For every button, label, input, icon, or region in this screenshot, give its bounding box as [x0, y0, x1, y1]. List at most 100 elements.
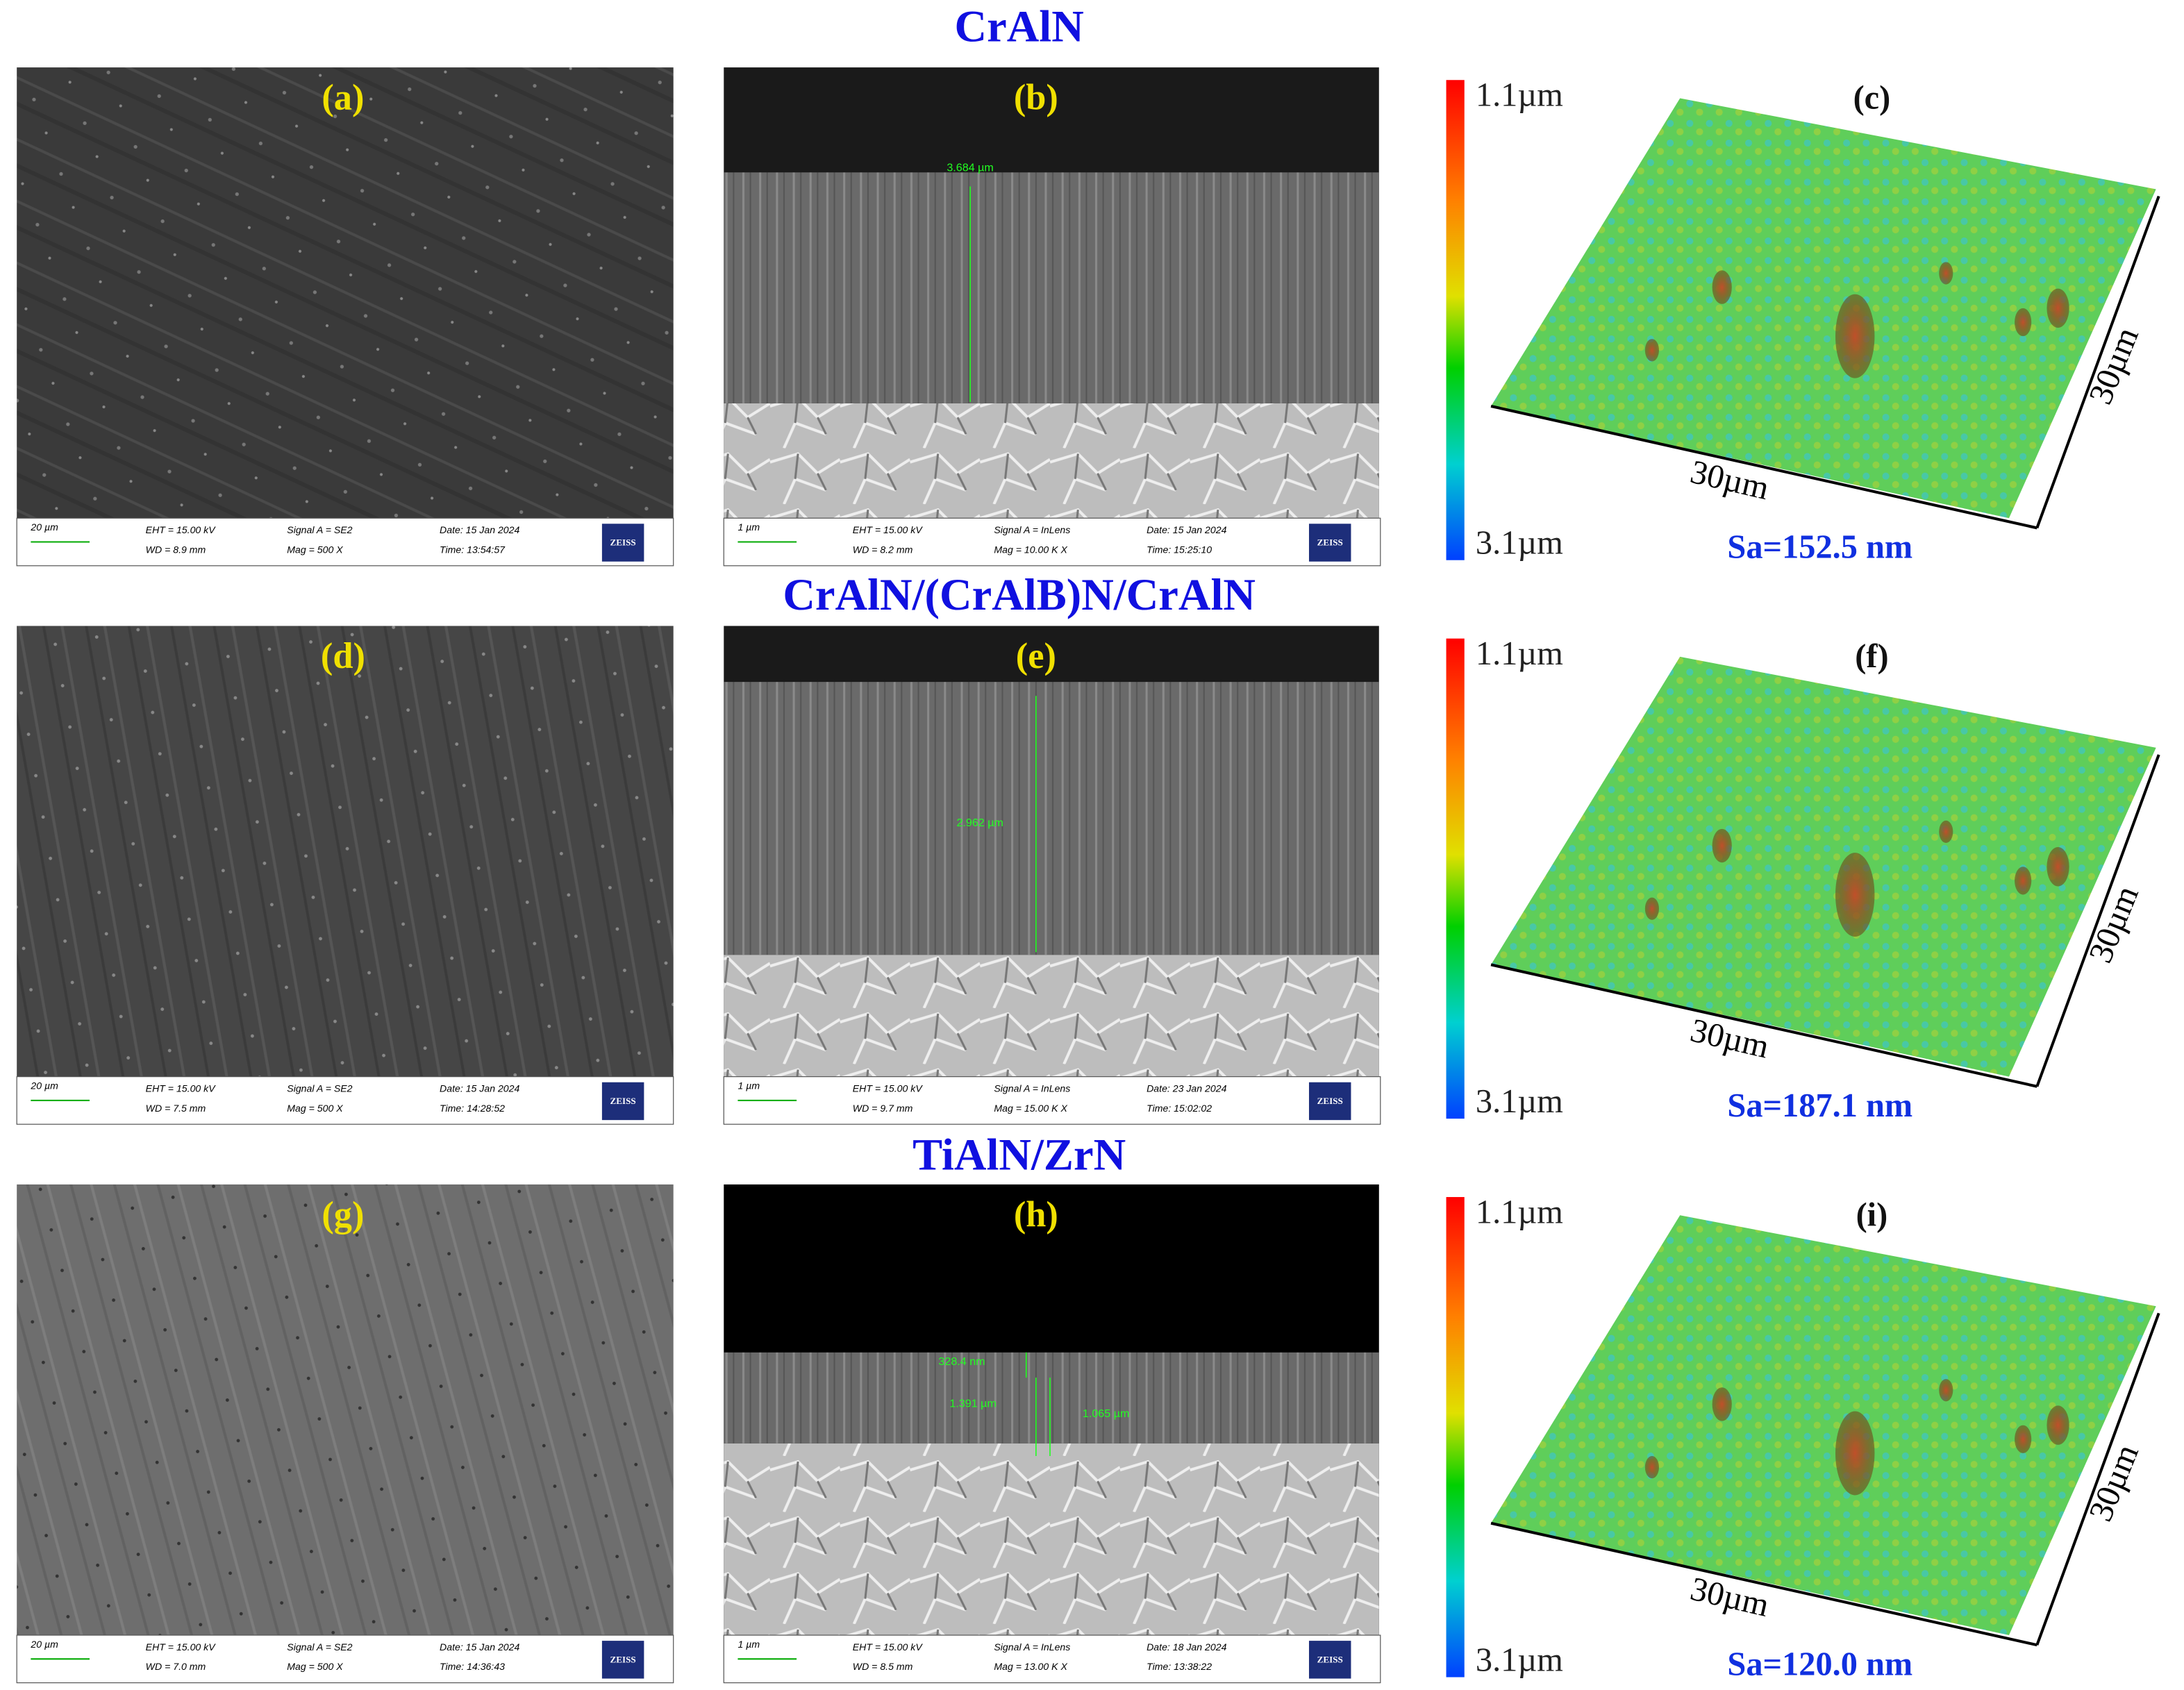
panel-label: (f): [1855, 638, 1888, 675]
info-bar: [723, 1076, 1381, 1125]
colorbar: [1446, 638, 1465, 1119]
mag: Mag = 500 X: [287, 1103, 343, 1114]
logo-box: [1308, 1641, 1351, 1679]
substrate: [724, 955, 1379, 1077]
time: Time: 13:38:22: [1147, 1661, 1212, 1672]
colorbar-max: 1.1µm: [1476, 1194, 1563, 1230]
info-bar: [723, 517, 1381, 567]
scale-label: 20 µm: [30, 1639, 58, 1650]
row-title: TiAlN/ZrN: [912, 1130, 1126, 1179]
panel-label: (c): [1853, 80, 1891, 117]
panel-label: (h): [1014, 1194, 1058, 1235]
topo-peak: [2047, 1405, 2069, 1445]
logo-box: [601, 1082, 644, 1121]
mag: Mag = 500 X: [287, 544, 343, 555]
topo-peak: [1644, 1455, 1659, 1479]
x-axis-line: [1490, 405, 2037, 530]
topo-peak: [1835, 853, 1875, 937]
eht: EHT = 15.00 kV: [853, 1641, 924, 1653]
measurement: 3.684 µm: [947, 162, 993, 174]
colorbar-max: 1.1µm: [1476, 77, 1563, 114]
date: Date: 15 Jan 2024: [440, 1083, 519, 1094]
signal: Signal A = InLens: [994, 524, 1070, 535]
mag: Mag = 500 X: [287, 1661, 343, 1672]
measurement: 328.4 nm: [938, 1355, 985, 1368]
row-title: CrAlN: [955, 1, 1084, 51]
date: Date: 15 Jan 2024: [440, 1641, 519, 1653]
mag: Mag = 15.00 K X: [994, 1103, 1067, 1114]
scale-label: 20 µm: [30, 1080, 58, 1091]
date: Date: 15 Jan 2024: [440, 524, 519, 535]
y-axis-line: [2035, 754, 2160, 1087]
topo-peak: [2047, 288, 2069, 328]
roughness: Sa=152.5 nm: [1727, 529, 1912, 566]
sem-surface-image: [17, 67, 674, 519]
topo-peak: [1712, 1387, 1732, 1421]
topo-peak: [1712, 828, 1732, 863]
info-bar: [16, 1076, 674, 1125]
logo-box: [601, 1641, 644, 1679]
panel-label: (g): [322, 1194, 364, 1235]
coating-layer: [724, 682, 1379, 955]
mag: Mag = 13.00 K X: [994, 1661, 1067, 1672]
sem-surface-image: [17, 626, 674, 1077]
measurement: 2.962 µm: [956, 817, 1003, 829]
wd: WD = 8.2 mm: [853, 544, 913, 555]
y-axis-label: 30µm: [2082, 881, 2146, 968]
date: Date: 15 Jan 2024: [1147, 524, 1226, 535]
measurement: 1.391 µm: [949, 1398, 997, 1410]
panel-label: (b): [1014, 78, 1058, 118]
colorbar: [1446, 80, 1465, 560]
signal: Signal A = SE2: [287, 1641, 352, 1653]
date: Date: 23 Jan 2024: [1147, 1083, 1226, 1094]
x-axis-line: [1490, 1521, 2037, 1647]
topo-peak: [2015, 867, 2032, 895]
wd: WD = 7.5 mm: [146, 1103, 206, 1114]
logo: ZEISS: [1317, 1096, 1343, 1106]
x-axis-line: [1490, 963, 2037, 1088]
logo: ZEISS: [610, 1654, 636, 1664]
info-bar: [16, 1634, 674, 1684]
topo-surface: [1491, 656, 2156, 1077]
scale-label: 1 µm: [737, 1639, 760, 1650]
eht: EHT = 15.00 kV: [146, 1641, 217, 1653]
colorbar: [1446, 1197, 1465, 1678]
topo-peak: [2015, 1425, 2032, 1453]
panel-label: (d): [321, 636, 365, 676]
measurement: 1.065 µm: [1083, 1407, 1130, 1420]
coating-layer: [724, 172, 1379, 403]
date: Date: 18 Jan 2024: [1147, 1641, 1226, 1653]
topo-surface: [1491, 98, 2156, 519]
colorbar-min: 3.1µm: [1476, 525, 1563, 562]
sem-surface-image: [17, 1184, 674, 1636]
panel-label: (e): [1016, 636, 1056, 676]
topo-peak: [2015, 308, 2032, 337]
y-axis-line: [2035, 1312, 2160, 1646]
logo-box: [1308, 524, 1351, 562]
wd: WD = 7.0 mm: [146, 1661, 206, 1672]
roughness: Sa=120.0 nm: [1727, 1646, 1912, 1683]
colorbar-min: 3.1µm: [1476, 1641, 1563, 1678]
wd: WD = 9.7 mm: [853, 1103, 913, 1114]
time: Time: 13:54:57: [440, 544, 506, 555]
colorbar-min: 3.1µm: [1476, 1083, 1563, 1120]
y-axis-line: [2035, 195, 2160, 529]
topo-peak: [1835, 294, 1875, 378]
panel-label: (i): [1856, 1196, 1888, 1233]
eht: EHT = 15.00 kV: [853, 524, 924, 535]
info-bar: [723, 1634, 1381, 1684]
signal: Signal A = InLens: [994, 1641, 1070, 1653]
logo: ZEISS: [610, 537, 636, 548]
logo: ZEISS: [610, 1096, 636, 1106]
topo-peak: [1939, 1379, 1953, 1402]
eht: EHT = 15.00 kV: [146, 1083, 217, 1094]
time: Time: 15:02:02: [1147, 1103, 1212, 1114]
time: Time: 14:36:43: [440, 1661, 505, 1672]
time: Time: 14:28:52: [440, 1103, 505, 1114]
colorbar-max: 1.1µm: [1476, 635, 1563, 672]
eht: EHT = 15.00 kV: [853, 1083, 924, 1094]
info-bar: [16, 517, 674, 567]
logo: ZEISS: [1317, 537, 1343, 548]
topo-peak: [1644, 897, 1659, 920]
